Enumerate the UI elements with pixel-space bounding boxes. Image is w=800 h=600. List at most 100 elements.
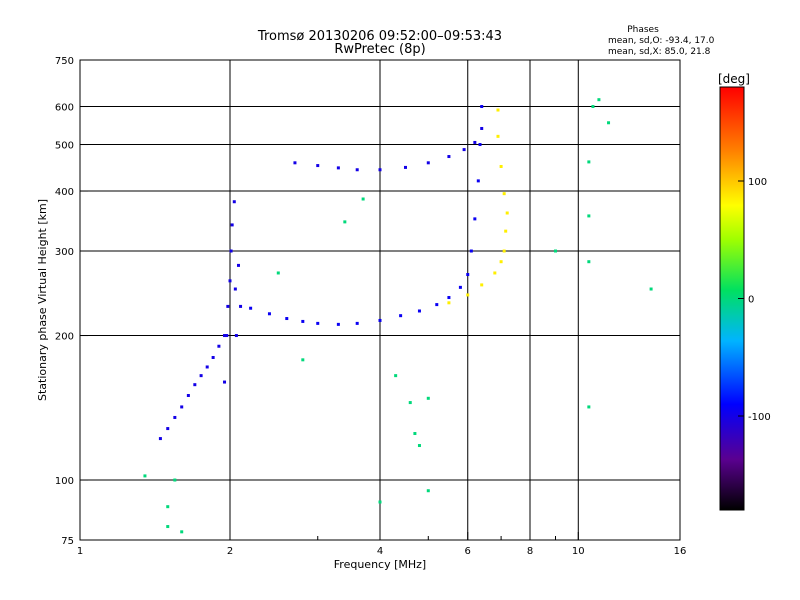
data-point xyxy=(426,489,430,493)
data-point xyxy=(173,415,177,419)
y-tick-label: 500 xyxy=(55,141,74,152)
data-point xyxy=(166,505,170,509)
data-point xyxy=(496,134,500,138)
y-tick-label: 600 xyxy=(55,103,74,114)
data-point xyxy=(193,383,197,387)
axis-ticks: 1 2 4 6 8 10 16 75 100 200 300 400 500 600 750 xyxy=(55,56,686,557)
colorbar-tick-label: 0 xyxy=(748,295,754,306)
x-tick-label: 8 xyxy=(527,546,533,557)
data-point xyxy=(199,374,203,378)
data-point xyxy=(553,249,557,253)
data-point xyxy=(223,334,227,338)
y-tick-label: 75 xyxy=(61,536,74,547)
y-tick-label: 100 xyxy=(55,476,74,487)
data-point xyxy=(473,140,477,144)
x-tick-label: 10 xyxy=(572,546,585,557)
data-point xyxy=(267,312,271,316)
data-point xyxy=(276,271,280,275)
data-point xyxy=(355,321,359,325)
data-point xyxy=(480,105,484,109)
data-point xyxy=(225,334,229,338)
colorbar-ticks: 100 0 -100 xyxy=(738,177,771,423)
data-point xyxy=(394,374,398,378)
data-point xyxy=(502,192,506,196)
phases-x-stats: mean, sd,X: 85.0, 21.8 xyxy=(608,47,711,57)
data-point xyxy=(447,301,451,305)
chart-title: Tromsø 20130206 09:52:00–09:53:43 xyxy=(257,29,502,44)
data-point xyxy=(607,121,611,125)
data-point xyxy=(217,344,221,348)
data-point xyxy=(378,318,382,322)
data-point xyxy=(466,273,470,277)
data-point xyxy=(239,304,243,308)
data-points xyxy=(143,98,653,534)
data-point xyxy=(426,396,430,400)
data-point xyxy=(166,427,170,431)
data-point xyxy=(293,161,297,165)
data-point xyxy=(316,321,320,325)
data-point xyxy=(466,293,470,297)
data-point xyxy=(230,223,234,227)
data-point xyxy=(378,168,382,172)
data-point xyxy=(417,444,421,448)
data-point xyxy=(473,217,477,221)
y-tick-label: 750 xyxy=(55,56,74,67)
data-point xyxy=(285,317,289,321)
data-point xyxy=(447,155,451,159)
data-point xyxy=(499,164,503,168)
data-point xyxy=(228,279,232,283)
data-point xyxy=(597,98,601,102)
data-point xyxy=(587,160,591,164)
data-point xyxy=(229,249,233,253)
data-point xyxy=(408,401,412,405)
data-point xyxy=(480,283,484,287)
data-point xyxy=(336,166,340,170)
data-point xyxy=(587,405,591,409)
data-point xyxy=(378,500,382,504)
data-point xyxy=(301,358,305,362)
y-tick-label: 200 xyxy=(55,332,74,343)
colorbar-tick-label: 100 xyxy=(748,177,767,188)
data-point xyxy=(502,249,506,253)
colorbar-label: [deg] xyxy=(718,72,750,86)
phases-o-stats: mean, sd,O: -93.4, 17.0 xyxy=(608,36,715,46)
data-point xyxy=(462,148,466,152)
data-point xyxy=(480,126,484,130)
data-point xyxy=(458,285,462,289)
data-point xyxy=(234,334,238,338)
data-point xyxy=(413,432,417,436)
data-point xyxy=(186,394,190,398)
x-tick-label: 2 xyxy=(227,546,233,557)
data-point xyxy=(361,197,365,201)
data-point xyxy=(426,161,430,165)
data-point xyxy=(493,271,497,275)
data-point xyxy=(143,474,147,478)
data-point xyxy=(336,322,340,326)
data-point xyxy=(478,143,482,147)
data-point xyxy=(166,525,170,529)
data-point xyxy=(587,214,591,218)
data-point xyxy=(158,437,162,441)
grid-lines xyxy=(80,60,680,540)
data-point xyxy=(447,296,451,300)
y-tick-label: 400 xyxy=(55,187,74,198)
phases-header: Phases xyxy=(627,25,659,35)
data-point xyxy=(223,380,227,384)
data-point xyxy=(505,211,509,215)
data-point xyxy=(233,287,237,291)
data-point xyxy=(504,229,508,233)
data-point xyxy=(587,260,591,264)
x-tick-label: 16 xyxy=(674,546,687,557)
data-point xyxy=(211,355,215,359)
data-point xyxy=(469,249,473,253)
data-point xyxy=(316,164,320,168)
data-point xyxy=(403,165,407,169)
x-axis-label: Frequency [MHz] xyxy=(334,558,426,571)
chart-subtitle: RwPretec (8p) xyxy=(334,42,425,57)
data-point xyxy=(435,303,439,307)
data-point xyxy=(499,260,503,264)
data-point xyxy=(205,365,209,369)
data-point xyxy=(476,179,480,183)
data-point xyxy=(399,314,403,318)
